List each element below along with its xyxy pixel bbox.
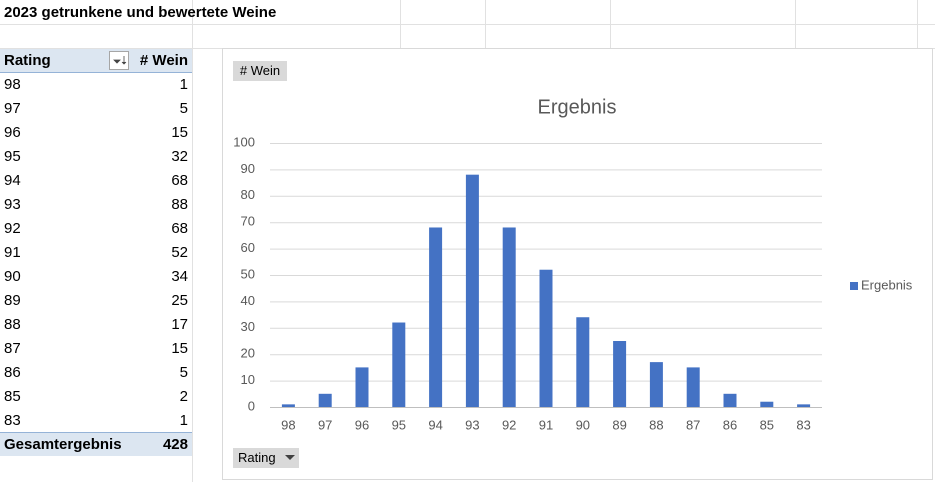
rating-cell: 83 — [4, 412, 21, 429]
axis-field-label: Rating — [238, 450, 276, 465]
y-tick-label: 20 — [241, 346, 255, 361]
count-cell: 5 — [180, 100, 188, 117]
y-tick-label: 0 — [248, 398, 255, 413]
bar — [649, 362, 663, 407]
rating-cell: 95 — [4, 148, 21, 165]
rating-cell: 98 — [4, 76, 21, 93]
total-bg — [0, 433, 192, 456]
y-tick-label: 100 — [233, 134, 255, 149]
bar — [502, 227, 516, 407]
bar — [760, 401, 774, 407]
rating-cell: 91 — [4, 244, 21, 261]
rating-cell: 86 — [4, 364, 21, 381]
rating-cell: 97 — [4, 100, 21, 117]
bar — [318, 393, 332, 407]
y-tick-label: 90 — [241, 161, 255, 176]
bar — [686, 367, 700, 407]
total-value: 428 — [163, 436, 188, 453]
bar — [539, 269, 553, 407]
bar — [613, 341, 627, 407]
count-cell: 15 — [171, 124, 188, 141]
rating-cell: 85 — [4, 388, 21, 405]
sheet-title: 2023 getrunkene und bewertete Weine — [4, 4, 276, 21]
x-tick-label: 83 — [796, 417, 810, 432]
count-cell: 34 — [171, 268, 188, 285]
x-tick-label: 89 — [612, 417, 626, 432]
x-tick-label: 94 — [428, 417, 442, 432]
count-cell: 1 — [180, 76, 188, 93]
x-tick-label: 87 — [686, 417, 700, 432]
bar — [355, 367, 369, 407]
rating-cell: 89 — [4, 292, 21, 309]
y-tick-label: 10 — [241, 372, 255, 387]
value-field-label: # Wein — [240, 63, 280, 78]
x-tick-label: 86 — [723, 417, 737, 432]
count-cell: 2 — [180, 388, 188, 405]
rating-cell: 90 — [4, 268, 21, 285]
x-tick-label: 93 — [465, 417, 479, 432]
bar — [429, 227, 443, 407]
dropdown-arrow — [285, 455, 295, 460]
count-cell: 17 — [171, 316, 188, 333]
table-header: Rating — [4, 52, 51, 69]
bar — [392, 322, 406, 407]
rating-cell: 87 — [4, 340, 21, 357]
table-header: # Wein — [140, 52, 188, 69]
x-tick-label: 97 — [318, 417, 332, 432]
rating-cell: 92 — [4, 220, 21, 237]
plot: 0 10 20 30 40 50 60 70 80 90 100 98 97 96 95 94 93 92 91 90… — [233, 134, 913, 432]
legend-label: Ergebnis — [861, 277, 913, 292]
chart-title: Ergebnis — [538, 96, 617, 118]
rating-cell: 94 — [4, 172, 21, 189]
total-label: Gesamtergebnis — [4, 436, 122, 453]
count-cell: 32 — [171, 148, 188, 165]
x-tick-label: 85 — [760, 417, 774, 432]
x-tick-label: 92 — [502, 417, 516, 432]
bar — [723, 393, 737, 407]
bar — [797, 404, 811, 407]
count-cell: 88 — [171, 196, 188, 213]
bar — [576, 317, 590, 407]
count-cell: 68 — [171, 172, 188, 189]
rating-cell: 93 — [4, 196, 21, 213]
x-tick-label: 98 — [281, 417, 295, 432]
x-tick-label: 96 — [355, 417, 369, 432]
legend-swatch — [850, 282, 858, 290]
y-tick-label: 30 — [241, 319, 255, 334]
rating-cell: 88 — [4, 316, 21, 333]
count-cell: 25 — [171, 292, 188, 309]
y-tick-label: 70 — [241, 214, 255, 229]
x-tick-label: 88 — [649, 417, 663, 432]
x-tick-label: 91 — [539, 417, 553, 432]
bar — [281, 404, 295, 407]
value-field-button[interactable] — [233, 61, 287, 81]
y-tick-label: 50 — [241, 266, 255, 281]
count-cell: 52 — [171, 244, 188, 261]
x-tick-label: 95 — [392, 417, 406, 432]
table-header-bg — [0, 49, 192, 72]
y-tick-label: 60 — [241, 240, 255, 255]
bar — [465, 174, 479, 407]
count-cell: 1 — [180, 412, 188, 429]
y-tick-label: 40 — [241, 293, 255, 308]
rating-cell: 96 — [4, 124, 21, 141]
count-cell: 15 — [171, 340, 188, 357]
count-cell: 5 — [180, 364, 188, 381]
count-cell: 68 — [171, 220, 188, 237]
x-tick-label: 90 — [576, 417, 590, 432]
filter-icon — [113, 56, 127, 65]
axis-field-button[interactable] — [233, 448, 299, 468]
y-tick-label: 80 — [241, 187, 255, 202]
